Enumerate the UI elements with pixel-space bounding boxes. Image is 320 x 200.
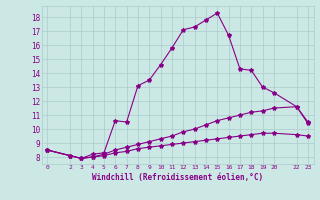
X-axis label: Windchill (Refroidissement éolien,°C): Windchill (Refroidissement éolien,°C) — [92, 173, 263, 182]
